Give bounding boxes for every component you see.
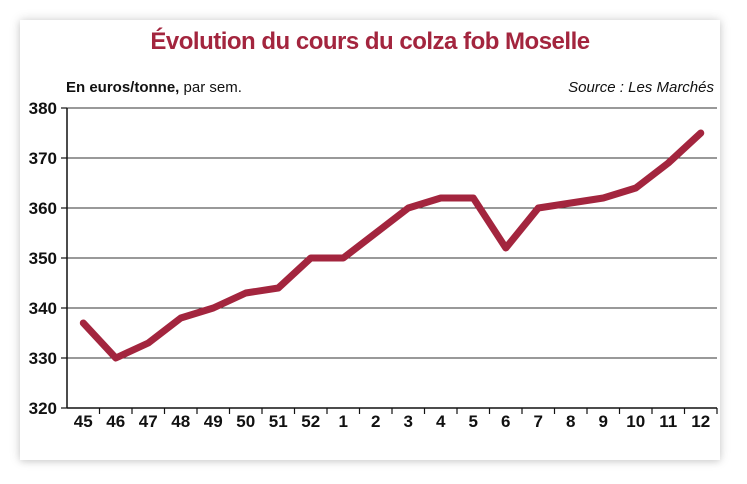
data-point bbox=[634, 186, 638, 190]
data-point bbox=[81, 321, 85, 325]
x-tick-label: 3 bbox=[404, 412, 413, 431]
chart-title: Évolution du cours du colza fob Moselle bbox=[150, 28, 590, 55]
y-tick-label: 380 bbox=[29, 99, 57, 118]
y-tick-label: 370 bbox=[29, 149, 57, 168]
data-point bbox=[601, 196, 605, 200]
y-tick-label: 350 bbox=[29, 249, 57, 268]
y-tick-label: 320 bbox=[29, 399, 57, 418]
data-point bbox=[276, 286, 280, 290]
data-point bbox=[406, 206, 410, 210]
y-tick-label: 340 bbox=[29, 299, 57, 318]
x-tick-label: 52 bbox=[301, 412, 320, 431]
x-tick-label: 48 bbox=[171, 412, 190, 431]
data-point bbox=[439, 196, 443, 200]
unit-label: En euros/tonne, par sem. bbox=[66, 79, 242, 96]
y-axis: 320 330 340 350 360 370 380 bbox=[29, 99, 68, 418]
x-tick-label: 50 bbox=[236, 412, 255, 431]
data-point bbox=[699, 131, 703, 135]
x-tick-label: 46 bbox=[106, 412, 125, 431]
y-tick-label: 360 bbox=[29, 199, 57, 218]
x-tick-label: 51 bbox=[269, 412, 288, 431]
data-point bbox=[179, 316, 183, 320]
source-label: Source : Les Marchés bbox=[568, 79, 714, 96]
x-tick-label: 8 bbox=[566, 412, 575, 431]
data-point bbox=[536, 206, 540, 210]
y-tick-label: 330 bbox=[29, 349, 57, 368]
x-tick-label: 4 bbox=[436, 412, 446, 431]
x-tick-label: 7 bbox=[534, 412, 543, 431]
unit-label-suffix: par sem. bbox=[179, 79, 242, 96]
chart-card: Évolution du cours du colza fob Moselle … bbox=[20, 20, 720, 460]
data-point bbox=[341, 256, 345, 260]
x-tick-label: 2 bbox=[371, 412, 380, 431]
x-tick-label: 9 bbox=[599, 412, 608, 431]
data-point bbox=[211, 306, 215, 310]
data-point bbox=[374, 231, 378, 235]
series-layer bbox=[79, 129, 705, 362]
data-point bbox=[504, 246, 508, 250]
data-point bbox=[244, 291, 248, 295]
data-point bbox=[146, 341, 150, 345]
data-point bbox=[666, 161, 670, 165]
grid-lines bbox=[67, 107, 717, 359]
x-tick-label: 1 bbox=[339, 412, 348, 431]
x-tick-label: 10 bbox=[626, 412, 645, 431]
data-point bbox=[569, 201, 573, 205]
series-line bbox=[79, 129, 705, 362]
x-tick-label: 45 bbox=[74, 412, 93, 431]
data-point bbox=[309, 256, 313, 260]
x-axis: 45 46 47 48 49 50 51 52 1 2 3 4 5 6 7 8 9 10 11 12 bbox=[67, 407, 718, 431]
data-point bbox=[471, 196, 475, 200]
x-tick-label: 6 bbox=[501, 412, 510, 431]
unit-label-bold: En euros/tonne, bbox=[66, 79, 180, 96]
x-tick-label: 47 bbox=[139, 412, 158, 431]
x-tick-label: 12 bbox=[691, 412, 710, 431]
x-tick-label: 49 bbox=[204, 412, 223, 431]
x-tick-label: 5 bbox=[469, 412, 478, 431]
data-point bbox=[114, 356, 118, 360]
x-tick-label: 11 bbox=[659, 412, 677, 431]
